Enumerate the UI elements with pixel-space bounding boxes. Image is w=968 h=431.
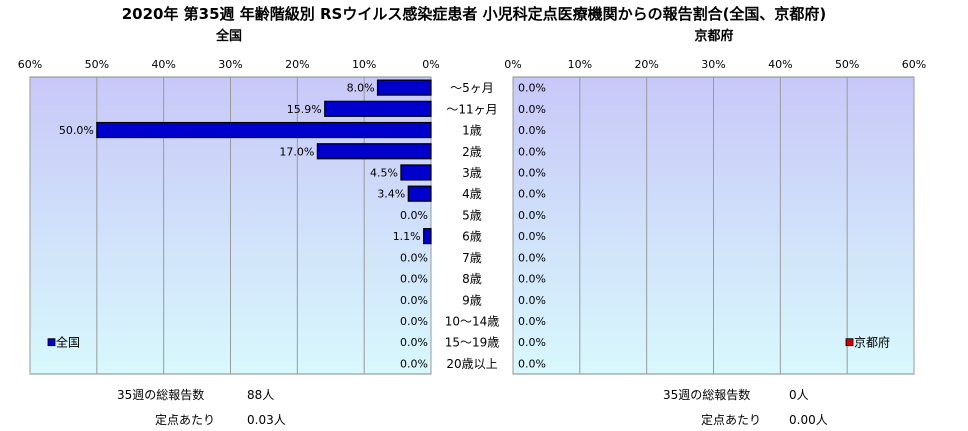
kyoto-x-tick-label: 50% (835, 58, 859, 71)
kyoto-data-label: 0.0% (518, 230, 546, 243)
kyoto-data-label: 0.0% (518, 145, 546, 158)
kyoto-data-label: 0.0% (518, 315, 546, 328)
national-data-label: 4.5% (370, 166, 398, 179)
kyoto-data-label: 0.0% (518, 209, 546, 222)
kyoto-data-label: 0.0% (518, 166, 546, 179)
category-label: 4歳 (462, 187, 482, 201)
national-data-label: 15.9% (287, 103, 322, 116)
kyoto-x-tick-label: 10% (568, 58, 592, 71)
kyoto-reports-label: 35週の総報告数 (663, 388, 751, 402)
national-data-label: 0.0% (400, 251, 428, 264)
chart-title: 2020年 第35週 年齢階級別 RSウイルス感染症患者 小児科定点医療機関から… (122, 5, 827, 23)
national-data-label: 0.0% (400, 294, 428, 307)
national-x-tick-label: 40% (151, 58, 175, 71)
national-reports-value: 88人 (247, 388, 275, 402)
national-data-label: 8.0% (347, 82, 375, 95)
national-data-label: 0.0% (400, 315, 428, 328)
national-x-tick-label: 10% (352, 58, 376, 71)
kyoto-data-label: 0.0% (518, 103, 546, 116)
national-x-tick-label: 20% (285, 58, 309, 71)
national-legend-swatch (47, 338, 56, 347)
national-x-tick-label: 0% (422, 58, 439, 71)
kyoto-x-tick-label: 0% (504, 58, 521, 71)
category-label: ～5ヶ月 (450, 81, 494, 95)
national-legend-label: 全国 (56, 335, 80, 350)
kyoto-x-tick-label: 40% (768, 58, 792, 71)
kyoto-data-label: 0.0% (518, 357, 546, 370)
national-data-label: 17.0% (279, 145, 314, 158)
category-label: 7歳 (462, 251, 482, 265)
kyoto-legend-swatch (845, 338, 854, 347)
kyoto-data-label: 0.0% (518, 273, 546, 286)
kyoto-data-label: 0.0% (518, 188, 546, 201)
category-label: 1歳 (462, 124, 482, 138)
category-label: 10～14歳 (445, 314, 500, 328)
national-data-label: 3.4% (377, 188, 405, 201)
kyoto-data-label: 0.0% (518, 336, 546, 349)
category-label: ～11ヶ月 (446, 102, 497, 116)
national-bar (407, 185, 432, 202)
kyoto-x-tick-label: 20% (634, 58, 658, 71)
category-axis-labels: ～5ヶ月 ～11ヶ月 1歳 2歳 3歳 4歳 5歳 6歳 7歳 8歳 9歳 10～14歳 15～19歳 2… (445, 81, 500, 371)
national-data-label: 1.1% (393, 230, 421, 243)
national-bar (324, 100, 432, 117)
national-x-tick-label: 30% (218, 58, 242, 71)
national-reports-label: 35週の総報告数 (117, 388, 205, 402)
kyoto-panel-title: 京都府 (694, 28, 733, 44)
national-data-label: 0.0% (400, 273, 428, 286)
kyoto-reports-value: 0人 (789, 388, 809, 402)
national-data-label: 50.0% (59, 124, 94, 137)
national-bar (423, 228, 432, 245)
category-label: 9歳 (462, 293, 482, 307)
kyoto-per-site-value: 0.00人 (789, 413, 828, 427)
national-bar (376, 79, 432, 96)
kyoto-data-label: 0.0% (518, 294, 546, 307)
national-per-site-value: 0.03人 (247, 413, 286, 427)
national-data-label: 0.0% (400, 357, 428, 370)
national-data-label: 0.0% (400, 209, 428, 222)
category-label: 20歳以上 (446, 357, 497, 371)
category-label: 3歳 (462, 166, 482, 180)
kyoto-data-label: 0.0% (518, 251, 546, 264)
national-panel-title: 全国 (215, 28, 242, 44)
kyoto-plot-area: 0% 10% 20% 30% 40% 50% 60% 0.0% 0.0% 0.0% 0.0% 0.0%… (504, 58, 926, 375)
national-x-tick-label: 60% (18, 58, 42, 71)
category-label: 15～19歳 (445, 336, 500, 350)
national-plot-area: 60% 50% 40% 30% 20% 10% 0% 8.0% 15.9% 50.0% 17.0% 4… (18, 58, 440, 375)
category-label: 6歳 (462, 230, 482, 244)
national-x-tick-label: 50% (85, 58, 109, 71)
category-label: 8歳 (462, 272, 482, 286)
national-bar (96, 121, 432, 139)
national-bar (316, 143, 432, 160)
kyoto-per-site-label: 定点あたり (701, 413, 762, 427)
kyoto-data-label: 0.0% (518, 82, 546, 95)
national-data-label: 0.0% (400, 336, 428, 349)
category-label: 2歳 (462, 145, 482, 159)
kyoto-x-tick-label: 60% (902, 58, 926, 71)
kyoto-data-label: 0.0% (518, 124, 546, 137)
kyoto-x-tick-label: 30% (701, 58, 725, 71)
category-label: 5歳 (462, 208, 482, 222)
kyoto-legend-label: 京都府 (854, 335, 890, 350)
national-bar (400, 164, 432, 181)
national-per-site-label: 定点あたり (155, 413, 216, 427)
